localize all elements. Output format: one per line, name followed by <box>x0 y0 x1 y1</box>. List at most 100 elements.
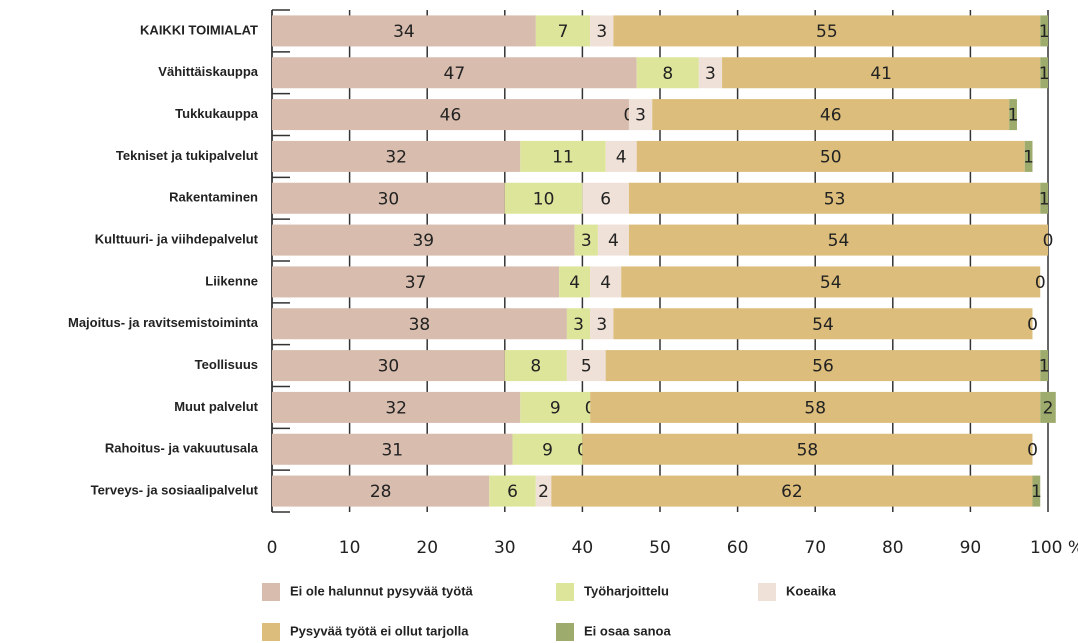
bar-segment <box>605 350 1041 382</box>
value-label: 38 <box>409 315 431 335</box>
bar-segment <box>1032 475 1041 507</box>
value-label: 1 <box>1039 22 1050 42</box>
value-label: 4 <box>608 231 619 251</box>
category-label: Rakentaminen <box>169 190 258 205</box>
legend-swatch <box>262 623 280 641</box>
bar-segment <box>566 350 606 382</box>
value-label: 32 <box>385 147 407 167</box>
bar-segment <box>636 140 1025 172</box>
bar-segment <box>582 182 629 214</box>
bar-segment <box>590 308 614 340</box>
value-label: 39 <box>412 231 434 251</box>
value-label: 3 <box>596 315 607 335</box>
legend-label: Pysyvää työtä ei ollut tarjolla <box>290 623 469 638</box>
value-label: 46 <box>440 106 462 126</box>
bar-segment <box>272 57 637 89</box>
value-label: 5 <box>581 357 592 377</box>
bar-segment <box>272 224 575 256</box>
legend-label: Työharjoittelu <box>584 583 669 598</box>
value-label: 56 <box>812 357 834 377</box>
value-label: 1 <box>1039 357 1050 377</box>
x-tick-label: 40 <box>572 538 594 558</box>
bar-segment <box>272 433 513 465</box>
value-label: 9 <box>542 440 553 460</box>
value-label: 30 <box>378 189 400 209</box>
bar-segment <box>722 57 1041 89</box>
legend-swatch <box>556 623 574 641</box>
value-label: 28 <box>370 482 392 502</box>
value-label: 37 <box>405 273 427 293</box>
bar-segment <box>590 15 614 47</box>
value-label: 47 <box>444 64 466 84</box>
bar-segment <box>551 475 1033 507</box>
value-label: 2 <box>1043 398 1054 418</box>
bar-segment <box>272 182 505 214</box>
legend-swatch <box>556 583 574 601</box>
category-label: Kulttuuri- ja viihdepalvelut <box>95 232 259 247</box>
value-label: 46 <box>820 106 842 126</box>
value-label: 6 <box>507 482 518 502</box>
value-label: 41 <box>870 64 892 84</box>
value-label: 7 <box>558 22 569 42</box>
value-label: 1 <box>1023 147 1034 167</box>
bar-segment <box>489 475 536 507</box>
bar-segment <box>504 182 583 214</box>
value-label: 32 <box>385 398 407 418</box>
value-label: 4 <box>600 273 611 293</box>
bar-segment <box>590 266 622 298</box>
bar-segment <box>520 391 591 423</box>
x-tick-label: 0 <box>267 538 278 558</box>
bar-segment <box>535 475 552 507</box>
x-tick-label: 60 <box>727 538 749 558</box>
value-label: 4 <box>616 147 627 167</box>
category-label: Liikenne <box>205 273 258 288</box>
value-label: 53 <box>824 189 846 209</box>
bar-segment <box>1024 140 1033 172</box>
bar-segment <box>1009 99 1017 131</box>
bar-segment <box>582 433 1033 465</box>
value-label: 3 <box>581 231 592 251</box>
x-tick-label: 70 <box>804 538 826 558</box>
category-label: Muut palvelut <box>174 399 258 414</box>
value-label: 54 <box>828 231 850 251</box>
value-label: 2 <box>538 482 549 502</box>
bar-segment <box>1040 15 1048 47</box>
value-label: 55 <box>816 22 838 42</box>
bar-segment <box>512 433 583 465</box>
bar-segment <box>1040 57 1048 89</box>
value-label: 58 <box>797 440 819 460</box>
x-tick-label: 50 <box>649 538 671 558</box>
bar-segment <box>636 57 699 89</box>
category-label: Teollisuus <box>195 357 258 372</box>
value-label: 31 <box>381 440 403 460</box>
value-label: 54 <box>812 315 834 335</box>
bar-segment <box>272 140 521 172</box>
category-label: Majoitus- ja ravitsemistoiminta <box>68 315 259 330</box>
value-label: 0 <box>1027 315 1038 335</box>
bar-segment <box>272 308 567 340</box>
bar-segment <box>605 140 637 172</box>
x-tick-label: 90 <box>960 538 982 558</box>
bar-segment <box>1040 182 1048 214</box>
category-label: Tekniset ja tukipalvelut <box>116 148 259 163</box>
bar-segment <box>628 224 1048 256</box>
legend-label: Ei ole halunnut pysyvää työtä <box>290 583 474 598</box>
category-label: Terveys- ja sosiaalipalvelut <box>91 483 259 498</box>
x-tick-label: 100 % <box>1030 538 1078 558</box>
value-label: 3 <box>635 106 646 126</box>
value-label: 4 <box>569 273 580 293</box>
category-label: Tukkukauppa <box>175 106 259 121</box>
bar-segment <box>597 224 629 256</box>
value-label: 30 <box>378 357 400 377</box>
value-label: 0 <box>1035 273 1046 293</box>
value-label: 8 <box>530 357 541 377</box>
value-label: 0 <box>1027 440 1038 460</box>
value-label: 1 <box>1039 64 1050 84</box>
value-label: 1 <box>1031 482 1042 502</box>
bar-segment <box>520 140 606 172</box>
bar-segment <box>628 182 1041 214</box>
value-label: 8 <box>662 64 673 84</box>
bar-segment <box>1040 350 1048 382</box>
bar-segment <box>504 350 567 382</box>
